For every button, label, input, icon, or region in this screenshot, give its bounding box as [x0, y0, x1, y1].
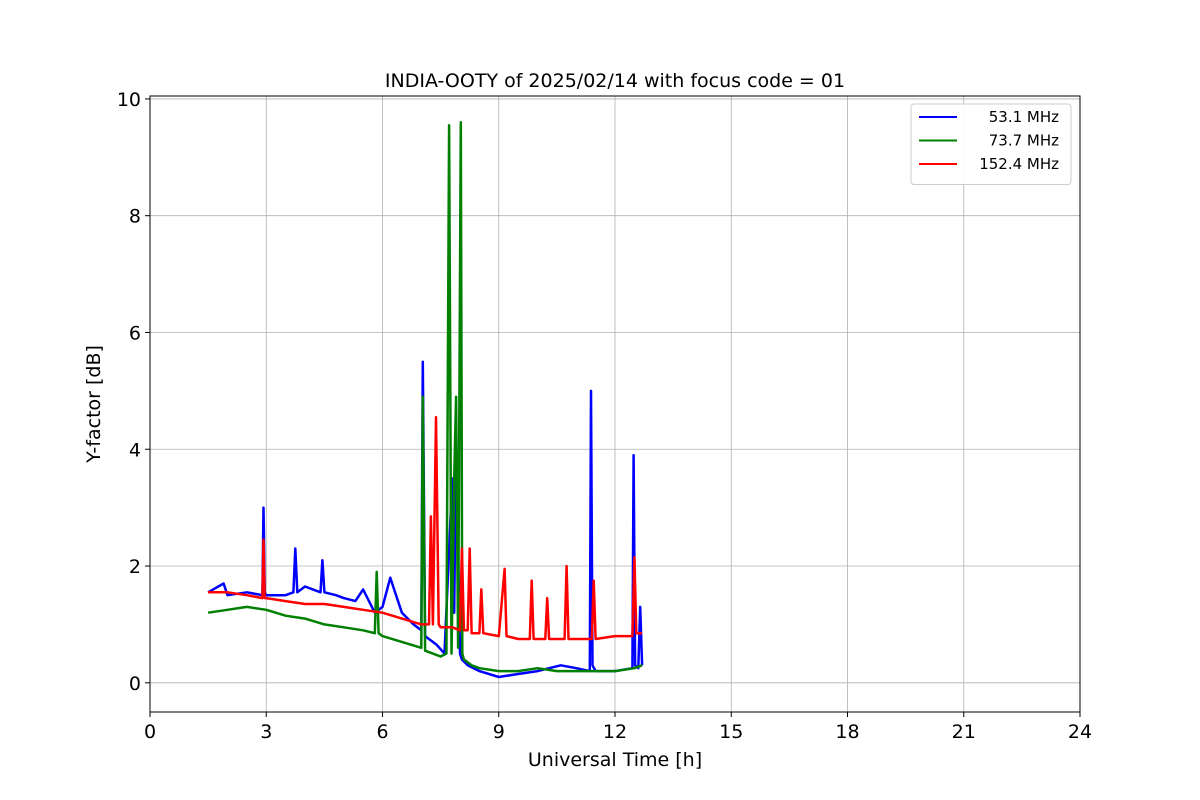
legend-label: 152.4 MHz [979, 155, 1059, 173]
x-axis-ticks: 0 3 6 9 12 15 18 21 24 [144, 712, 1092, 743]
x-tick-label: 6 [376, 721, 388, 743]
chart-title: INDIA-OOTY of 2025/02/14 with focus code… [385, 70, 845, 92]
series-line-152-4-mhz [208, 415, 643, 641]
y-tick-label: 2 [129, 556, 141, 578]
x-tick-label: 0 [144, 721, 156, 743]
y-axis-ticks: 0 2 4 6 8 10 [117, 89, 150, 695]
x-tick-label: 24 [1068, 721, 1092, 743]
y-axis-label: Y-factor [dB] [83, 345, 105, 464]
x-axis-label: Universal Time [h] [528, 749, 702, 771]
y-tick-label: 10 [117, 89, 141, 111]
x-tick-label: 21 [952, 721, 976, 743]
x-tick-label: 18 [835, 721, 859, 743]
x-tick-label: 9 [493, 721, 505, 743]
legend-label: 73.7 MHz [989, 132, 1059, 150]
x-tick-label: 3 [260, 721, 272, 743]
plot-series [207, 121, 644, 679]
y-tick-label: 8 [129, 206, 141, 228]
y-tick-label: 0 [129, 673, 141, 695]
y-tick-label: 6 [129, 322, 141, 344]
x-tick-label: 15 [719, 721, 743, 743]
series-line-73-7-mhz [207, 121, 643, 673]
legend-label: 53.1 MHz [989, 108, 1059, 126]
legend: 53.1 MHz 73.7 MHz 152.4 MHz [910, 103, 1072, 185]
y-tick-label: 4 [129, 439, 141, 461]
x-tick-label: 12 [603, 721, 627, 743]
